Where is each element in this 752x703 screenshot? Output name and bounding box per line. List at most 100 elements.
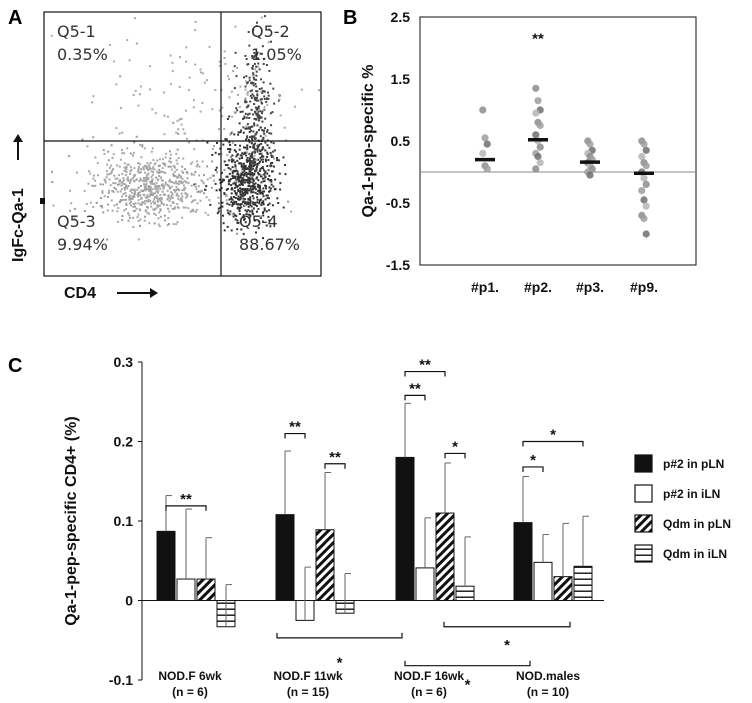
flow-event-dot — [219, 147, 222, 150]
flow-event-dot — [151, 192, 154, 195]
flow-event-dot — [158, 170, 161, 173]
flow-event-dot — [220, 171, 223, 174]
flow-event-dot — [182, 184, 185, 187]
flow-event-dot — [248, 117, 251, 119]
flow-event-dot — [147, 177, 150, 180]
flow-event-dot — [201, 102, 204, 104]
panel-c-bar — [156, 530, 176, 602]
flow-event-dot — [171, 207, 174, 210]
flow-event-dot — [133, 193, 136, 195]
flow-event-dot — [273, 165, 275, 168]
flow-event-dot — [244, 201, 247, 204]
flow-event-dot — [181, 181, 184, 184]
flow-event-dot — [248, 141, 251, 144]
flow-event-dot — [133, 141, 136, 144]
flow-event-dot — [273, 102, 276, 105]
flow-event-dot — [157, 190, 160, 193]
flow-event-dot — [248, 76, 251, 79]
q5-1-percent: 0.35% — [57, 45, 108, 64]
flow-event-dot — [146, 188, 148, 191]
flow-event-dot — [150, 191, 153, 193]
flow-event-dot — [182, 206, 185, 209]
flow-event-dot — [124, 166, 127, 169]
flow-event-dot — [233, 65, 236, 68]
flow-event-dot — [261, 91, 264, 94]
flow-event-dot — [175, 185, 178, 188]
flow-event-dot — [168, 180, 171, 183]
panel-c-bar — [415, 567, 435, 602]
flow-event-dot — [270, 154, 273, 157]
flow-event-dot — [250, 89, 253, 92]
flow-event-dot — [266, 144, 269, 147]
flow-event-dot — [114, 182, 117, 185]
flow-event-dot — [253, 147, 256, 150]
flow-event-dot — [150, 170, 153, 173]
flow-event-dot — [252, 76, 255, 79]
flow-event-dot — [270, 124, 273, 127]
flow-event-dot — [183, 132, 186, 135]
flow-event-dot — [261, 90, 264, 93]
flow-event-dot — [97, 174, 99, 177]
flow-event-dot — [255, 90, 258, 93]
flow-event-dot — [87, 170, 90, 173]
flow-event-dot — [143, 183, 145, 186]
flow-event-dot — [112, 168, 115, 171]
flow-event-dot — [223, 57, 226, 59]
flow-event-dot — [51, 181, 54, 184]
flow-event-dot — [247, 105, 249, 108]
flow-event-dot — [261, 45, 264, 48]
flow-event-dot — [188, 76, 191, 79]
flow-event-dot — [227, 148, 229, 151]
flow-event-dot — [145, 196, 148, 199]
panel-c-significance-label: * — [452, 438, 458, 455]
flow-event-dot — [260, 152, 263, 155]
flow-event-dot — [139, 203, 142, 206]
flow-event-dot — [121, 131, 124, 134]
flow-event-dot — [189, 210, 192, 213]
flow-event-dot — [252, 130, 255, 133]
flow-event-dot — [255, 112, 258, 115]
flow-event-dot — [163, 214, 166, 217]
flow-event-dot — [151, 167, 154, 170]
q5-3-percent: 9.94% — [57, 235, 108, 254]
flow-event-dot — [254, 169, 257, 172]
flow-event-dot — [244, 204, 247, 207]
flow-event-dot — [252, 84, 255, 87]
flow-event-dot — [142, 168, 145, 171]
flow-event-dot — [261, 110, 264, 113]
flow-event-dot — [249, 187, 252, 190]
flow-event-dot — [121, 218, 124, 221]
flow-event-dot — [156, 187, 159, 190]
flow-event-dot — [249, 172, 252, 175]
flow-event-dot — [251, 172, 254, 174]
flow-event-dot — [227, 183, 230, 186]
flow-event-dot — [184, 192, 187, 195]
flow-event-dot — [256, 90, 259, 93]
flow-event-dot — [234, 167, 237, 170]
flow-event-dot — [218, 178, 221, 181]
flow-event-dot — [237, 198, 240, 201]
flow-event-dot — [240, 129, 242, 132]
flow-event-dot — [131, 154, 134, 157]
panel-c-bar — [275, 514, 295, 602]
flow-event-dot — [161, 170, 164, 173]
flow-event-dot — [221, 205, 224, 208]
flow-event-dot — [239, 144, 242, 147]
panel-b-point — [586, 140, 594, 148]
flow-event-dot — [245, 138, 247, 141]
flow-event-dot — [214, 89, 217, 92]
panel-b-point — [532, 165, 540, 173]
flow-event-dot — [178, 85, 181, 88]
flow-event-dot — [276, 159, 279, 162]
flow-event-dot — [110, 164, 113, 167]
flow-event-dot — [285, 139, 288, 142]
flow-event-dot — [251, 93, 254, 96]
flow-event-dot — [268, 197, 270, 200]
flow-event-dot — [270, 178, 273, 181]
flow-event-dot — [146, 211, 149, 214]
flow-event-dot — [214, 169, 217, 171]
flow-event-dot — [115, 83, 118, 86]
flow-event-dot — [259, 192, 262, 195]
flow-event-dot — [259, 135, 262, 138]
flow-event-dot — [167, 185, 170, 187]
